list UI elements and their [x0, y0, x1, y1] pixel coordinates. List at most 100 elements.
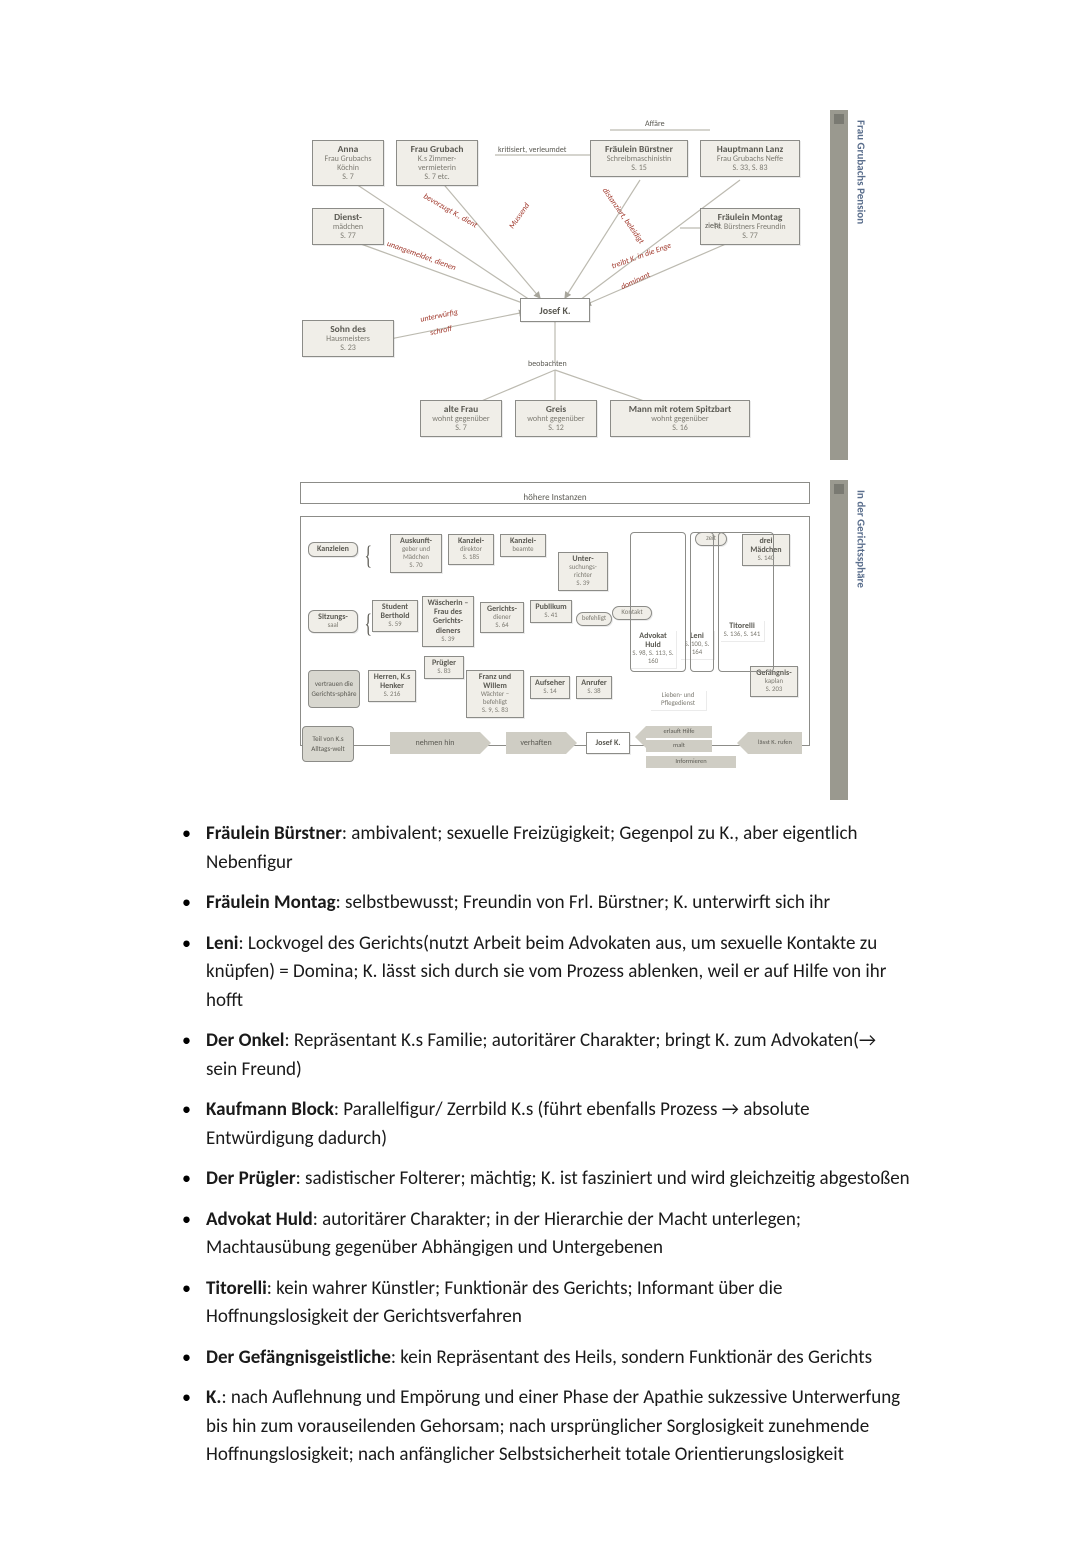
edge-affair: Affäre [645, 118, 665, 130]
box-sohn: Sohn des Hausmeisters S. 23 [302, 320, 394, 357]
note-text: : Lockvogel des Gerichts(nutzt Arbeit be… [206, 932, 886, 1012]
box-henker: Herren, K.s Henker S. 216 [368, 670, 416, 702]
box-josef-k: Josef K. [520, 298, 590, 322]
term: Fräulein Bürstner [206, 822, 342, 845]
edge-beobachten: beobachten [528, 358, 567, 370]
note-text: : selbstbewusst; Freundin von Frl. Bürst… [336, 891, 830, 914]
band-nehmen: nehmen hin [390, 732, 480, 754]
term: Kaufmann Block [206, 1098, 334, 1121]
box-page: S. 59 [375, 621, 415, 629]
note-text: : nach Auflehnung und Empörung und einer… [206, 1386, 900, 1466]
box-vertrauen: vertrauen die Gerichts-sphäre [308, 670, 360, 708]
band-verhaften: verhaften [506, 732, 566, 754]
block-leni-side [690, 532, 714, 672]
box-page: S. 38 [579, 688, 609, 696]
box-burstner: Fräulein Bürstner Schreibmaschinistin S.… [590, 140, 688, 177]
box-sub: geber und Mädchen [393, 546, 439, 562]
term: Titorelli [206, 1277, 267, 1300]
band-josef: Josef K. [586, 732, 630, 754]
box-title: Herren, K.s Henker [371, 673, 413, 691]
term: Der Prügler [206, 1167, 296, 1190]
box-page: S. 41 [533, 612, 569, 620]
box-page: S. 23 [306, 344, 390, 353]
side-label-tick [834, 484, 844, 494]
list-item: Titorelli: kein wahrer Künstler; Funktio… [206, 1275, 910, 1332]
term: Advokat Huld [206, 1208, 313, 1231]
note-text: : kein wahrer Künstler; Funktionär des G… [206, 1277, 782, 1329]
box-befehligt: befehligt [576, 612, 612, 626]
box-page: S. 39 [561, 580, 605, 588]
box-sub: suchungs-richter [561, 564, 605, 580]
list-item: Der Gefängnisgeistliche: kein Repräsenta… [206, 1344, 910, 1373]
edge-kritisiert: kritisiert, verleumdet [498, 144, 566, 156]
diagram2-side-label: In der Gerichtssphäre [830, 480, 848, 800]
box-kanzleibeamte: Kanzlei- beamte [500, 534, 546, 557]
term: Der Gefängnisgeistliche [206, 1346, 391, 1369]
box-page: S. 77 [704, 232, 796, 241]
d2-caption: höhere Instanzen [301, 491, 809, 505]
box-lieben: Lieben- und Pflegedienst [650, 690, 706, 710]
center-title: Josef K. [596, 738, 621, 748]
side-label-text: Frau Grubachs Pension [852, 120, 869, 224]
box-teilvon: Teil von K.s Alltags-welt [302, 726, 354, 762]
box-sub: Lieben- und Pflegedienst [652, 692, 704, 708]
block-titorelli-side [718, 532, 774, 672]
box-page: S. 7 [424, 424, 498, 433]
box-title: Teil von K.s Alltags-welt [303, 734, 353, 755]
box-sub: befehligt [579, 615, 609, 623]
box-sub: beamte [503, 546, 543, 554]
box-spitzbart: Mann mit rotem Spitzbart wohnt gegenüber… [610, 400, 750, 437]
band-malt: malt [646, 740, 712, 752]
box-sub: Wächter – befehligt [469, 691, 521, 707]
box-title: Wäscherin – Frau des Gerichts-dieners [425, 599, 471, 636]
box-title: Franz und Willem [469, 673, 521, 691]
box-page: S. 216 [371, 691, 413, 699]
box-page: S. 16 [614, 424, 746, 433]
box-sitzungs: Sitzungs- saal [308, 610, 358, 633]
box-student: Student Berthold S. 59 [372, 600, 418, 632]
term: Der Onkel [206, 1029, 284, 1052]
edge-unerwartet: unangemeldet, dienen [385, 238, 457, 274]
box-kanzleidirektor: Kanzlei- direktor S. 185 [448, 534, 494, 565]
list-item: Der Prügler: sadistischer Folterer; mäch… [206, 1165, 910, 1194]
diagram1-side-label: Frau Grubachs Pension [830, 110, 848, 460]
diagram-gericht: höhere Instanzen Kanzleien { Sitzungs- s… [290, 480, 820, 800]
box-title: Student Berthold [375, 603, 415, 621]
note-text: : kein Repräsentant des Heils, sondern F… [391, 1346, 872, 1369]
band-label: Informieren [675, 757, 706, 767]
list-item: Kaufmann Block: Parallelfigur/ Zerrbild … [206, 1096, 910, 1153]
box-untersuch: Unter- suchungs-richter S. 39 [558, 552, 608, 591]
side-label-text: In der Gerichtssphäre [852, 490, 869, 588]
box-sub: saal [311, 622, 355, 630]
box-aufseher: Aufseher S. 14 [530, 676, 570, 699]
box-altefrau: alte Frau wohnt gegenüber S. 7 [420, 400, 502, 437]
box-gerichtsdiener: Gerichts- diener S. 64 [480, 602, 524, 633]
box-anrufer: Anrufer S. 38 [576, 676, 612, 699]
box-dienst: Dienst- mädchen S. 77 [312, 208, 384, 245]
brace-icon: { [364, 604, 371, 643]
note-text: : sadistischer Folterer; mächtig; K. ist… [296, 1167, 910, 1190]
list-item: Advokat Huld: autoritärer Charakter; in … [206, 1206, 910, 1263]
list-item: Leni: Lockvogel des Gerichts(nutzt Arbei… [206, 930, 910, 1016]
list-item: K.: nach Auflehnung und Empörung und ein… [206, 1384, 910, 1470]
edge-zieht: zieht [705, 220, 721, 232]
box-auskunft: Auskunft- geber und Mädchen S. 70 [390, 534, 442, 573]
edge-bevorzugt: bevorzugt K., dient [421, 191, 479, 232]
term: Leni [206, 932, 238, 955]
box-greis: Greis wohnt gegenüber S. 12 [515, 400, 597, 437]
edge-treibt: treibt K. in die Enge [610, 240, 673, 273]
box-page: S. 33, S. 83 [704, 164, 796, 173]
box-lanz: Hauptmann Lanz Frau Grubachs Neffe S. 33… [700, 140, 800, 177]
band-label: erlauft Hilfe [663, 727, 694, 737]
block-advokat-side [630, 532, 686, 672]
box-page: S. 12 [519, 424, 593, 433]
band-label: malt [673, 741, 685, 751]
brace-icon: { [364, 536, 371, 575]
box-page: S. 203 [753, 686, 795, 694]
box-page: S. 83 [427, 668, 461, 676]
edge-mussend: Mussend [506, 201, 533, 232]
term: Fräulein Montag [206, 891, 336, 914]
box-page: S. 77 [316, 232, 380, 241]
box-page: S. 39 [425, 636, 471, 644]
note-text: : Repräsentant K.s Familie; autoritärer … [206, 1029, 876, 1081]
